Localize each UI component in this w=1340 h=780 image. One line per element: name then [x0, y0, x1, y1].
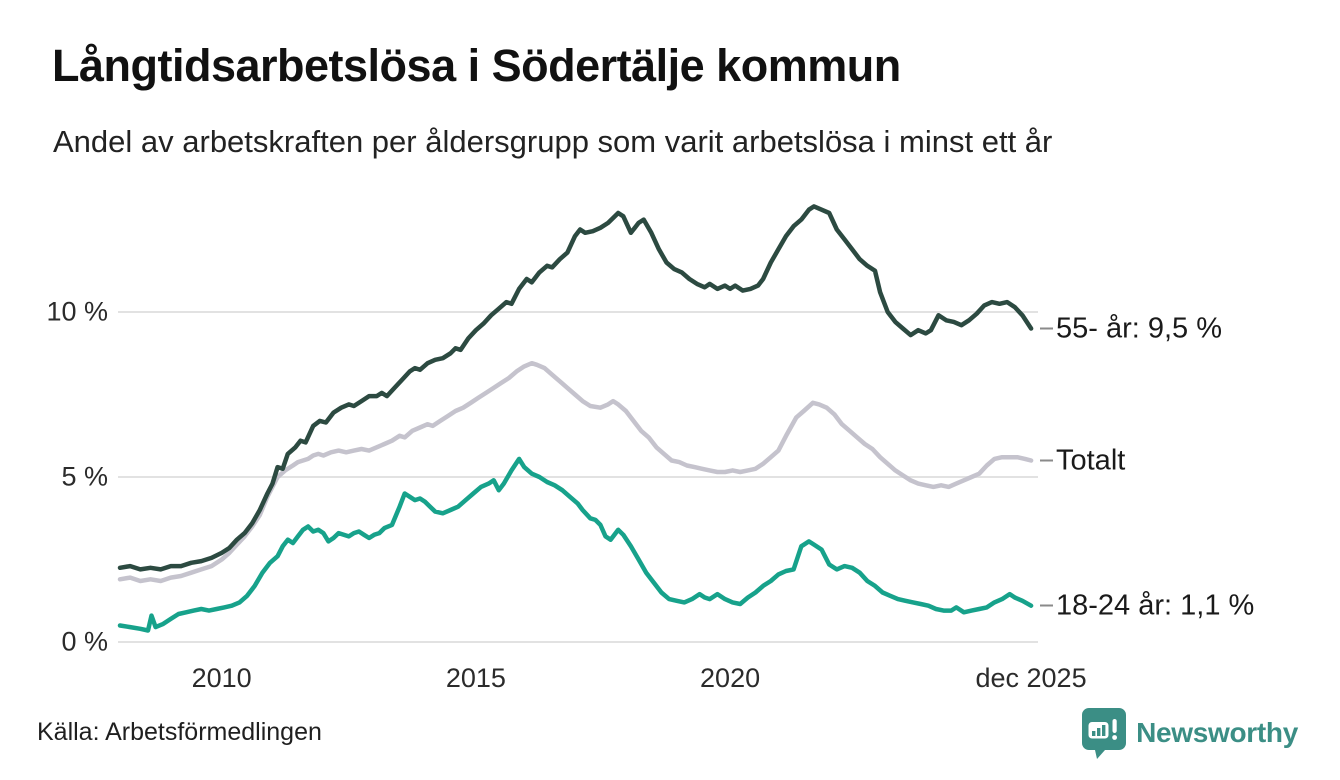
x-tick-label: 2015: [445, 663, 506, 693]
series-end-label-text: Totalt: [1056, 444, 1126, 476]
series-line-totalt: [117, 360, 1034, 584]
source-note: Källa: Arbetsförmedlingen: [37, 718, 322, 746]
chart-subtitle: Andel av arbetskraften per åldersgrupp s…: [53, 124, 1053, 159]
gridlines: [118, 311, 1038, 643]
series-end-label: 18-24 år: 1,1 %: [1040, 589, 1254, 622]
series-end-label: 55- år: 9,5 %: [1040, 312, 1222, 345]
page-title: Långtidsarbetslösa i Södertälje kommun: [52, 40, 901, 91]
newsworthy-logo: Newsworthy: [1080, 706, 1298, 760]
series-line-18-24r: [117, 456, 1034, 633]
chart-series-lines: [117, 204, 1034, 633]
y-tick-label: 0 %: [61, 626, 108, 657]
series-line-55-r: [117, 204, 1034, 572]
x-tick-label: dec 2025: [975, 663, 1087, 693]
label-leader-dash: [1040, 327, 1053, 330]
y-tick-label: 5 %: [61, 461, 108, 492]
brand-name: Newsworthy: [1136, 717, 1298, 748]
label-leader-dash: [1040, 459, 1053, 462]
x-tick-label: 2010: [191, 663, 252, 693]
x-tick-label: 2020: [700, 663, 761, 693]
series-end-label: Totalt: [1040, 444, 1125, 477]
newsworthy-bubble-chart-icon: [1082, 708, 1127, 759]
series-end-label-text: 18-24 år: 1,1 %: [1056, 589, 1255, 622]
label-leader-dash: [1040, 604, 1053, 607]
series-end-label-text: 55- år: 9,5 %: [1056, 312, 1223, 344]
y-tick-label: 10 %: [46, 296, 108, 327]
